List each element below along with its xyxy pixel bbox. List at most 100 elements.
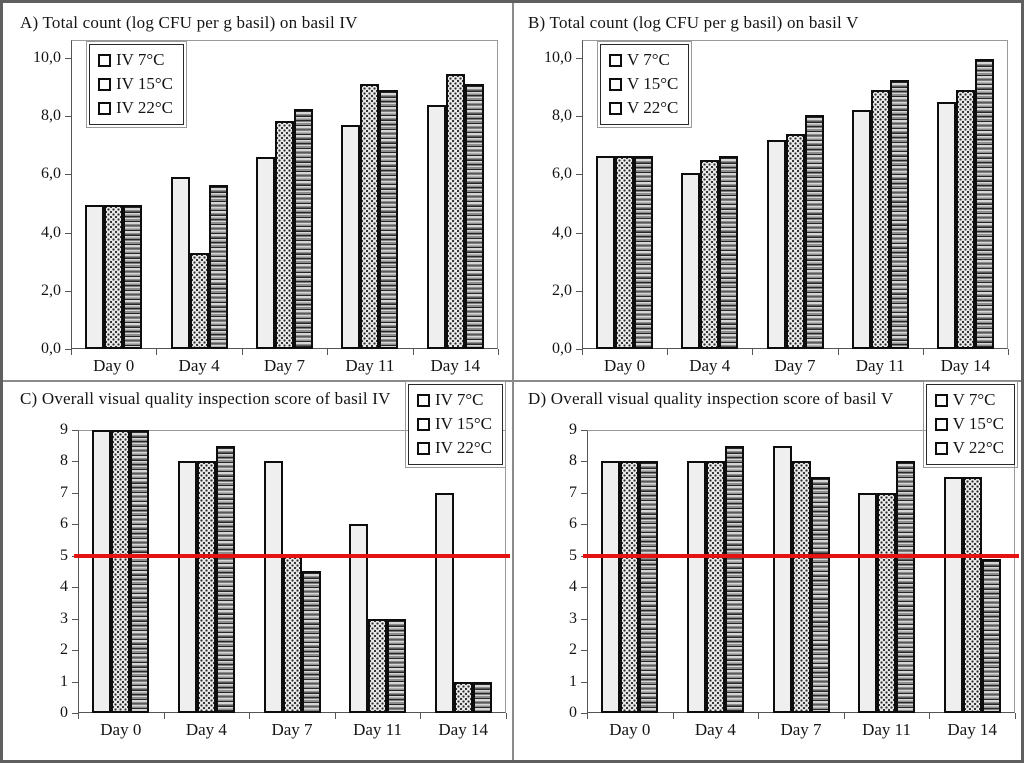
panel-b-chart-area: 0,0 2,0 4,0 6,0 8,0 10,0 Day 0 Day 4 Day 7 Day 11… bbox=[514, 6, 1021, 380]
bar-v-22°c bbox=[634, 156, 654, 349]
x-axis-category-label: Day 11 bbox=[862, 720, 912, 739]
y-axis-tick-label: 6,0 bbox=[41, 165, 61, 183]
x-axis-tick-mark bbox=[163, 713, 165, 719]
y-axis-tick-label: 0 bbox=[60, 704, 68, 721]
y-axis-tick-label: 4,0 bbox=[552, 223, 572, 241]
y-axis-tick-label: 0 bbox=[569, 704, 577, 721]
panel-c-chart-area: 0 1 2 3 4 5 6 7 8 9 Day 0 Day 4 Day 7 Day 11 Day 14 IV … bbox=[6, 381, 512, 760]
bar-v-22°c bbox=[639, 461, 659, 713]
bar-iv-7°c bbox=[85, 205, 105, 349]
x-axis-tick-mark bbox=[837, 349, 839, 355]
bar-iv-15°c bbox=[104, 205, 124, 349]
legend-item: IV 22°C bbox=[98, 96, 173, 120]
bar-v-15°c bbox=[877, 493, 897, 713]
y-axis-tick-label: 6,0 bbox=[552, 165, 572, 183]
panel-a-total-count-basil-iv: A) Total count (log CFU per g basil) on … bbox=[6, 6, 512, 380]
x-axis-tick-mark bbox=[506, 713, 507, 719]
y-axis-tick-label: 9 bbox=[569, 421, 577, 438]
bar-iv-22°c bbox=[379, 90, 399, 349]
y-axis-tick-label: 2,0 bbox=[552, 281, 572, 299]
legend-label: V 7°C bbox=[627, 50, 670, 69]
bar-iv-7°c bbox=[349, 524, 369, 713]
x-axis-tick-mark bbox=[672, 713, 674, 719]
y-axis-tick-mark bbox=[65, 174, 71, 176]
bar-iv-15°c bbox=[360, 84, 380, 349]
legend: V 7°C V 15°C V 22°C bbox=[596, 41, 693, 128]
y-axis-tick-mark bbox=[581, 650, 587, 652]
x-axis-tick-mark bbox=[758, 713, 760, 719]
y-axis-tick-mark bbox=[72, 587, 78, 589]
quality-limit-reference-line bbox=[583, 554, 1019, 558]
bar-v-15°c bbox=[962, 477, 982, 713]
bar-v-22°c bbox=[889, 80, 909, 349]
bar-iv-7°c bbox=[177, 461, 197, 713]
legend-swatch-hlines-icon bbox=[609, 101, 622, 115]
panel-b-total-count-basil-v: B) Total count (log CFU per g basil) on … bbox=[514, 6, 1021, 380]
x-axis-tick-mark bbox=[334, 713, 336, 719]
bar-v-15°c bbox=[615, 156, 635, 349]
y-axis-tick-label: 4,0 bbox=[41, 223, 61, 241]
bar-iv-7°c bbox=[256, 157, 275, 349]
y-axis-tick-mark bbox=[72, 524, 78, 526]
bar-iv-7°c bbox=[426, 105, 446, 349]
x-axis-category-label: Day 0 bbox=[609, 720, 651, 739]
legend-label: IV 15°C bbox=[116, 74, 174, 93]
y-axis-tick-mark bbox=[581, 587, 587, 589]
legend-item: V 15°C bbox=[609, 72, 678, 96]
bar-v-22°c bbox=[896, 461, 916, 713]
x-axis-category-label: Day 11 bbox=[855, 356, 905, 375]
y-axis-tick-mark bbox=[72, 681, 78, 683]
x-axis-category-label: Day 7 bbox=[774, 356, 816, 375]
y-axis-tick-mark bbox=[72, 430, 78, 431]
bar-iv-22°c bbox=[215, 446, 235, 713]
x-axis-category-label: Day 4 bbox=[689, 356, 731, 375]
y-axis-tick-mark bbox=[72, 618, 78, 620]
bar-v-7°c bbox=[686, 461, 706, 713]
y-axis-tick-mark bbox=[72, 713, 78, 714]
panel-d-chart-area: 0 1 2 3 4 5 6 7 8 9 Day 0 Day 4 Day 7 Day 11 Day 14 V 7… bbox=[514, 381, 1021, 760]
bar-v-15°c bbox=[705, 461, 725, 713]
legend-label: V 15°C bbox=[627, 74, 679, 93]
panel-d-quality-score-basil-v: D) Overall visual quality inspection sco… bbox=[514, 381, 1021, 760]
panel-c-title: C) Overall visual quality inspection sco… bbox=[20, 389, 391, 408]
y-axis-tick-mark bbox=[576, 174, 582, 176]
panel-a-title: A) Total count (log CFU per g basil) on … bbox=[20, 13, 358, 32]
bar-iv-22°c bbox=[301, 571, 321, 713]
legend-label: V 7°C bbox=[952, 390, 996, 409]
legend: IV 7°C IV 15°C IV 22°C bbox=[85, 41, 188, 128]
bar-v-15°c bbox=[955, 90, 975, 349]
bar-v-7°c bbox=[936, 102, 956, 349]
bar-v-22°c bbox=[724, 446, 744, 713]
x-axis-tick-mark bbox=[241, 349, 243, 355]
bar-iv-22°c bbox=[123, 205, 143, 349]
legend-label: V 22°C bbox=[627, 98, 679, 117]
legend-label: V 15°C bbox=[952, 414, 1004, 433]
legend: V 7°C V 15°C V 22°C bbox=[922, 381, 1019, 468]
y-axis-tick-mark bbox=[72, 650, 78, 652]
bar-iv-22°c bbox=[130, 430, 150, 713]
y-axis-tick-label: 8,0 bbox=[41, 107, 61, 125]
y-axis-tick-mark bbox=[72, 492, 78, 494]
quality-limit-reference-line bbox=[74, 554, 510, 558]
bar-iv-22°c bbox=[387, 619, 407, 713]
y-axis-tick-mark bbox=[581, 461, 587, 463]
bar-iv-15°c bbox=[111, 430, 131, 713]
panel-d-title: D) Overall visual quality inspection sco… bbox=[528, 389, 894, 408]
y-axis-tick-label: 8 bbox=[569, 452, 577, 470]
bar-v-15°c bbox=[870, 90, 890, 349]
x-axis-tick-mark bbox=[420, 713, 422, 719]
x-axis-category-label: Day 7 bbox=[780, 720, 822, 739]
y-axis-tick-mark bbox=[65, 58, 71, 60]
panel-a-chart-area: 0,0 2,0 4,0 6,0 8,0 10,0 Day 0 Day 4 Day 7 Day 11… bbox=[6, 6, 512, 380]
y-axis-tick-label: 9 bbox=[60, 421, 68, 438]
legend-label: IV 22°C bbox=[434, 438, 492, 457]
y-axis-tick-label: 8 bbox=[60, 452, 68, 470]
legend-label: V 22°C bbox=[952, 438, 1004, 457]
bar-iv-22°c bbox=[464, 84, 484, 349]
x-axis-tick-mark bbox=[929, 713, 931, 719]
bar-v-7°c bbox=[681, 173, 701, 349]
bar-v-7°c bbox=[601, 461, 621, 713]
bar-v-7°c bbox=[858, 493, 878, 713]
y-axis-tick-label: 5 bbox=[569, 546, 577, 564]
x-axis-category-label: Day 4 bbox=[694, 720, 736, 739]
